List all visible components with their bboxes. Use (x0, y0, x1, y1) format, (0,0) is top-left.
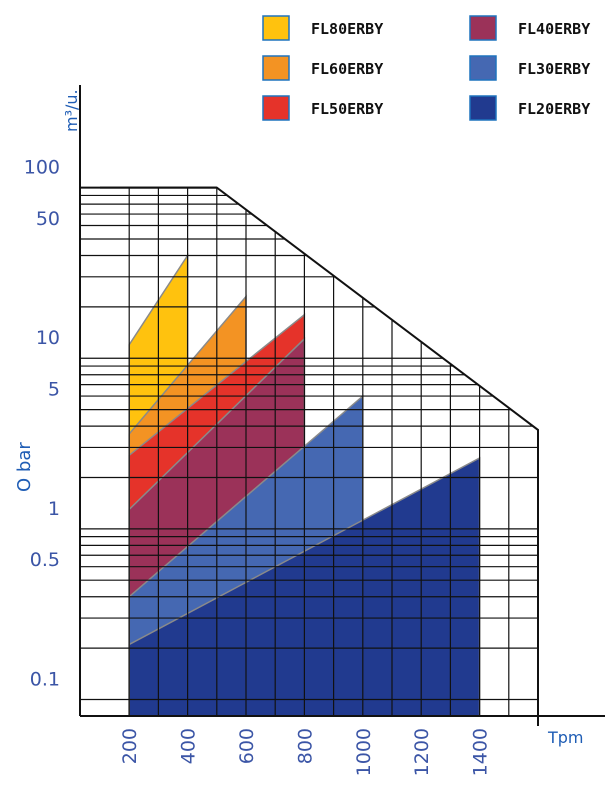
x-tick-label: 400 (178, 728, 200, 764)
y-tick-label: 1 (48, 498, 60, 520)
legend-label-fl80erby: FL80ERBY (311, 20, 383, 38)
legend-label-fl40erby: FL40ERBY (518, 20, 590, 38)
axes (79, 85, 605, 726)
y-tick-label: 5 (48, 379, 60, 401)
legend-swatch-fl20erby (469, 95, 497, 121)
legend-swatch-fl40erby (469, 15, 497, 41)
x-tick-label: 600 (236, 728, 258, 764)
legend-label-fl60erby: FL60ERBY (311, 60, 383, 78)
y-axis-side-label: O bar (14, 442, 35, 492)
y-tick-labels: 100 50 10 5 1 0.5 0.1 (24, 157, 60, 691)
legend-label-fl20erby: FL20ERBY (518, 100, 590, 118)
y-tick-label: 0.1 (30, 669, 60, 691)
y-tick-label: 100 (24, 157, 60, 179)
legend-label-fl50erby: FL50ERBY (311, 100, 383, 118)
legend-label-fl30erby: FL30ERBY (518, 60, 590, 78)
x-tick-label: 800 (294, 728, 316, 764)
y-tick-label: 50 (36, 208, 60, 230)
x-tick-label: 1000 (353, 728, 375, 776)
x-axis-label: Tpm (547, 728, 584, 747)
legend-swatch-fl30erby (469, 55, 497, 81)
legend: FL80ERBY FL60ERBY FL50ERBY FL40ERBY FL30ERBY… (262, 15, 590, 121)
x-tick-label: 1200 (411, 728, 433, 776)
x-tick-labels: 200 400 600 800 1000 1200 1400 (119, 728, 491, 776)
legend-swatch-fl60erby (262, 55, 290, 81)
y-tick-label: 10 (36, 327, 60, 349)
legend-swatch-fl50erby (262, 95, 290, 121)
x-tick-label: 200 (119, 728, 141, 764)
legend-swatch-fl80erby (262, 15, 290, 41)
y-tick-label: 0.5 (30, 549, 60, 571)
x-tick-label: 1400 (470, 728, 492, 776)
y-axis-unit-label: m³/u. (62, 89, 81, 132)
